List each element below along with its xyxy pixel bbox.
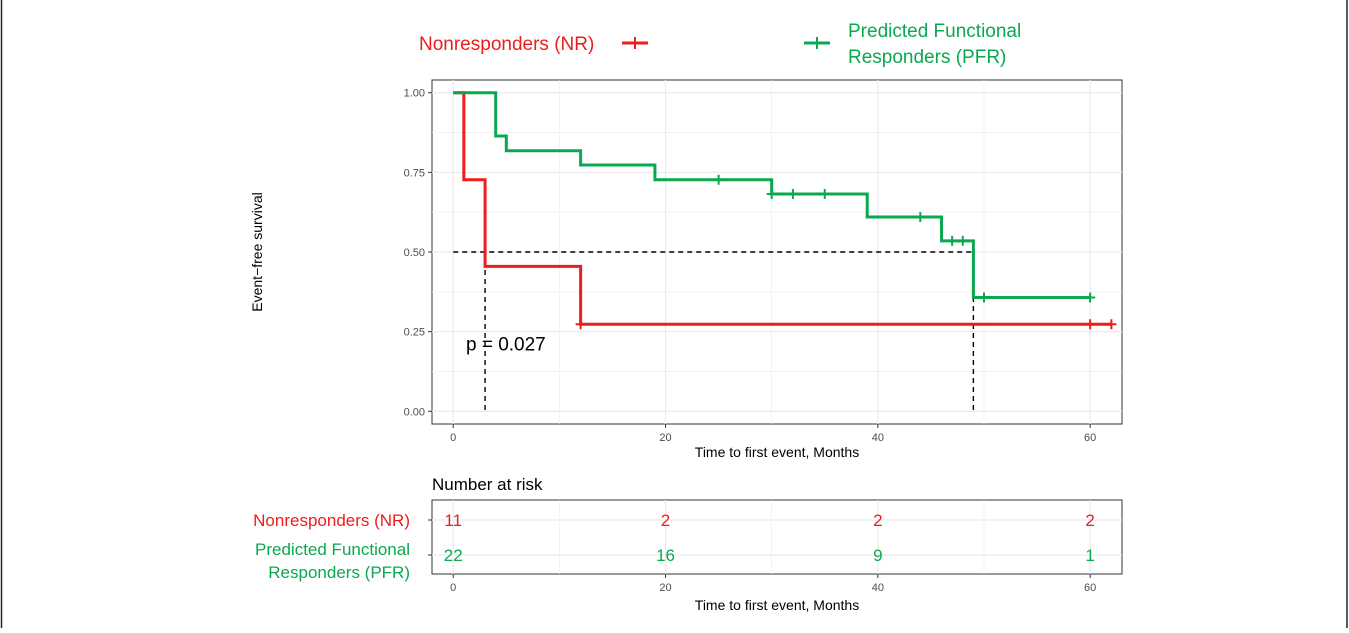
censor-mark-pfr (915, 211, 926, 222)
risk-x-tick-label: 20 (659, 582, 671, 594)
censor-mark-pfr (947, 235, 958, 246)
risk-value-pfr: 9 (873, 546, 882, 565)
censor-mark-pfr (787, 189, 798, 200)
median-reference-lines (453, 251, 975, 412)
risk-value-pfr: 16 (656, 546, 675, 565)
censor-mark-pfr (957, 235, 968, 246)
risk-value-pfr: 1 (1085, 546, 1094, 565)
x-tick-label: 40 (872, 432, 884, 444)
legend-label-pfr-line2: Responders (PFR) (848, 47, 1006, 68)
risk-row-label-pfr-line2: Responders (PFR) (268, 563, 410, 582)
risk-table-x-axis-label: Time to first event, Months (695, 597, 859, 613)
risk-table-title: Number at risk (432, 475, 543, 494)
y-axis-ticks: 0.00 0.25 0.50 0.75 1.00 (404, 88, 432, 418)
risk-value-nr: 2 (661, 511, 670, 530)
risk-x-tick-label: 60 (1084, 582, 1096, 594)
censor-mark-pfr (1085, 292, 1096, 303)
y-tick-label: 0.50 (404, 247, 425, 259)
curve-nr (453, 91, 1112, 326)
risk-x-tick-label: 40 (872, 582, 884, 594)
survival-curves (453, 91, 1112, 326)
legend-key-nr (622, 37, 648, 49)
censor-mark-nr (1085, 319, 1096, 330)
p-value-annotation: p = 0.027 (466, 335, 546, 356)
censor-mark-pfr (766, 189, 777, 200)
legend-key-pfr (804, 37, 830, 49)
risk-value-nr: 11 (444, 511, 462, 530)
risk-value-pfr: 22 (444, 546, 463, 565)
legend: Nonresponders (NR) Predicted Functional … (419, 21, 1021, 68)
risk-value-nr: 2 (1085, 511, 1094, 530)
y-tick-label: 0.00 (404, 406, 425, 418)
risk-value-nr: 2 (873, 511, 882, 530)
curve-pfr (453, 91, 1091, 300)
risk-table-values: 11 2 2 222 16 9 1 (444, 511, 1095, 565)
risk-table: Number at risk Nonresponders (NR) Predic… (253, 475, 1123, 613)
legend-label-pfr-line1: Predicted Functional (848, 21, 1021, 42)
y-tick-label: 1.00 (404, 88, 425, 100)
risk-row-label-nr: Nonresponders (NR) (253, 511, 410, 530)
risk-x-tick-label: 0 (450, 582, 456, 594)
risk-table-panel (431, 499, 1123, 575)
censor-mark-pfr (979, 292, 989, 303)
x-tick-label: 20 (659, 432, 671, 444)
risk-table-gridlines (428, 500, 1122, 574)
censor-marks (575, 174, 1117, 330)
censor-mark-pfr (713, 174, 724, 185)
x-tick-label: 60 (1084, 432, 1096, 444)
y-axis-label: Event−free survival (249, 192, 265, 311)
censor-mark-nr (575, 319, 586, 330)
risk-table-x-ticks: 0 20 40 60 (450, 574, 1096, 594)
x-axis-ticks: 0 20 40 60 (450, 424, 1096, 444)
x-axis-label: Time to first event, Months (695, 444, 859, 460)
risk-row-label-pfr-line1: Predicted Functional (255, 540, 410, 559)
risk-table-row-labels: Nonresponders (NR) Predicted Functional … (253, 511, 410, 582)
censor-mark-nr (1106, 319, 1117, 330)
y-tick-label: 0.75 (404, 167, 425, 179)
y-tick-label: 0.25 (404, 327, 425, 339)
x-tick-label: 0 (450, 432, 456, 444)
main-plot: 0.00 0.25 0.50 0.75 1.00 0 20 40 60 p = 0.027 T… (249, 79, 1123, 460)
censor-mark-pfr (819, 189, 830, 200)
legend-label-nr: Nonresponders (NR) (419, 34, 594, 55)
